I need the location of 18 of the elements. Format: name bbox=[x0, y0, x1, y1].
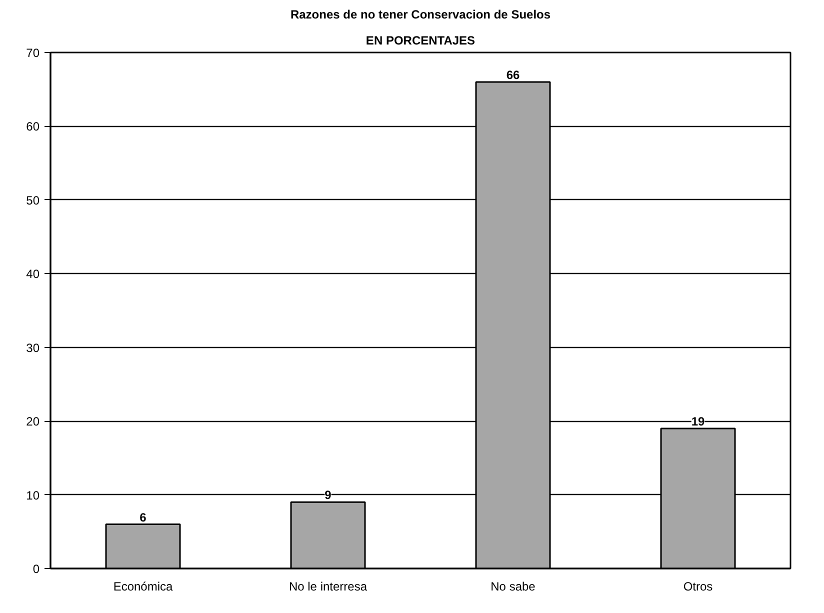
y-tick-label: 20 bbox=[26, 414, 40, 429]
data-label: 9 bbox=[324, 488, 332, 502]
data-label: 6 bbox=[140, 510, 147, 524]
y-tick-label: 40 bbox=[26, 267, 40, 282]
data-label: 19 bbox=[691, 414, 705, 428]
x-tick-label: No sabe bbox=[490, 580, 536, 594]
y-tick-label: 0 bbox=[32, 562, 40, 576]
y-tick-label: 60 bbox=[26, 120, 40, 134]
x-tick-label: No le interresa bbox=[288, 580, 368, 594]
y-tick-label: 30 bbox=[26, 340, 40, 355]
y-tick-label: 10 bbox=[26, 488, 40, 502]
y-tick-label: 70 bbox=[26, 46, 40, 60]
data-label: 66 bbox=[506, 68, 520, 82]
y-tick-label: 50 bbox=[26, 193, 40, 208]
chart-title: Razones de no tener Conservacion de Suelos bbox=[290, 8, 551, 22]
x-tick-label: Económica bbox=[113, 580, 174, 594]
x-tick-label: Otros bbox=[683, 580, 713, 594]
chart-subtitle: EN PORCENTAJES bbox=[366, 34, 476, 48]
